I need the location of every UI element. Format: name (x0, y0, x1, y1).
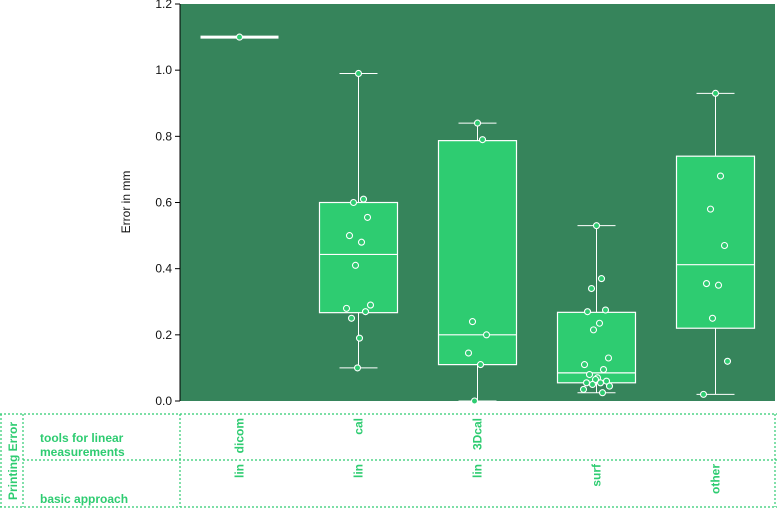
data-point (579, 385, 588, 393)
approach-label: lin (352, 464, 366, 478)
data-point (604, 354, 613, 362)
data-point (342, 304, 351, 312)
box-group (437, 119, 518, 405)
data-point (470, 397, 479, 405)
data-point (345, 232, 354, 240)
data-point (592, 222, 601, 230)
data-point (357, 238, 366, 246)
data-point (478, 136, 487, 144)
data-point (708, 314, 717, 322)
y-tick-label: 0.2 (155, 328, 172, 342)
approach-label: lin (233, 464, 247, 478)
table-title: Printing Error (6, 422, 20, 500)
data-point (605, 382, 614, 390)
data-point (702, 280, 711, 288)
data-point (347, 314, 356, 322)
data-point (589, 326, 598, 334)
y-tick-label: 0.6 (155, 196, 172, 210)
data-point (351, 261, 360, 269)
data-point (359, 195, 368, 203)
data-point (353, 364, 362, 372)
data-point (235, 33, 244, 41)
data-point (363, 213, 372, 221)
data-point (585, 370, 594, 379)
y-tick-label: 0.0 (155, 394, 172, 408)
y-axis-label: Error in mm (119, 171, 133, 234)
data-point (587, 284, 596, 293)
row1-label-line2: measurements (40, 445, 125, 459)
data-point (473, 119, 482, 127)
category-table: Printing Error tools for linear measurem… (0, 413, 777, 508)
data-point (599, 366, 608, 374)
data-point (596, 379, 605, 387)
data-point (714, 281, 723, 289)
data-point (601, 306, 610, 314)
data-point (723, 357, 732, 365)
box-iqr (437, 140, 518, 366)
box-group (675, 89, 756, 398)
category-labels: dicom lin cal lin 3Dcal lin surf other (233, 418, 723, 494)
data-point (355, 334, 364, 342)
box-series (200, 33, 756, 405)
data-point (716, 172, 725, 180)
data-point (464, 349, 473, 357)
data-point (583, 308, 592, 316)
data-point (595, 319, 604, 327)
y-tick-label: 1.2 (155, 0, 172, 11)
tool-label: dicom (233, 418, 247, 453)
box-iqr (675, 155, 756, 329)
data-point (597, 275, 606, 283)
y-tick-label: 1.0 (155, 63, 172, 77)
data-point (699, 390, 708, 398)
y-tick-label: 0.8 (155, 129, 172, 143)
approach-label: lin (471, 464, 485, 478)
box-group (318, 69, 399, 372)
data-point (706, 205, 715, 213)
data-point (711, 89, 720, 97)
data-point (580, 361, 589, 369)
data-point (582, 379, 591, 387)
data-point (720, 241, 729, 250)
data-point (598, 389, 607, 397)
data-point (354, 69, 363, 78)
approach-label: other (709, 464, 723, 494)
data-point (588, 380, 597, 389)
data-point (591, 375, 600, 384)
data-point (476, 361, 485, 369)
data-point (366, 301, 375, 309)
data-point (468, 318, 477, 326)
box-group (556, 222, 637, 397)
approach-label: surf (590, 463, 604, 487)
tool-label: cal (352, 418, 366, 435)
box-group (200, 33, 279, 41)
y-tick-label: 0.4 (155, 262, 172, 276)
y-axis: 0.0 0.2 0.4 0.6 0.8 1.0 1.2 (155, 0, 181, 408)
box-iqr (318, 201, 399, 314)
tool-label: 3Dcal (471, 418, 485, 450)
data-point (482, 331, 491, 339)
data-point (349, 198, 358, 207)
row2-label: basic approach (40, 492, 128, 506)
row1-label-line1: tools for linear (40, 431, 124, 445)
data-point (361, 308, 370, 316)
